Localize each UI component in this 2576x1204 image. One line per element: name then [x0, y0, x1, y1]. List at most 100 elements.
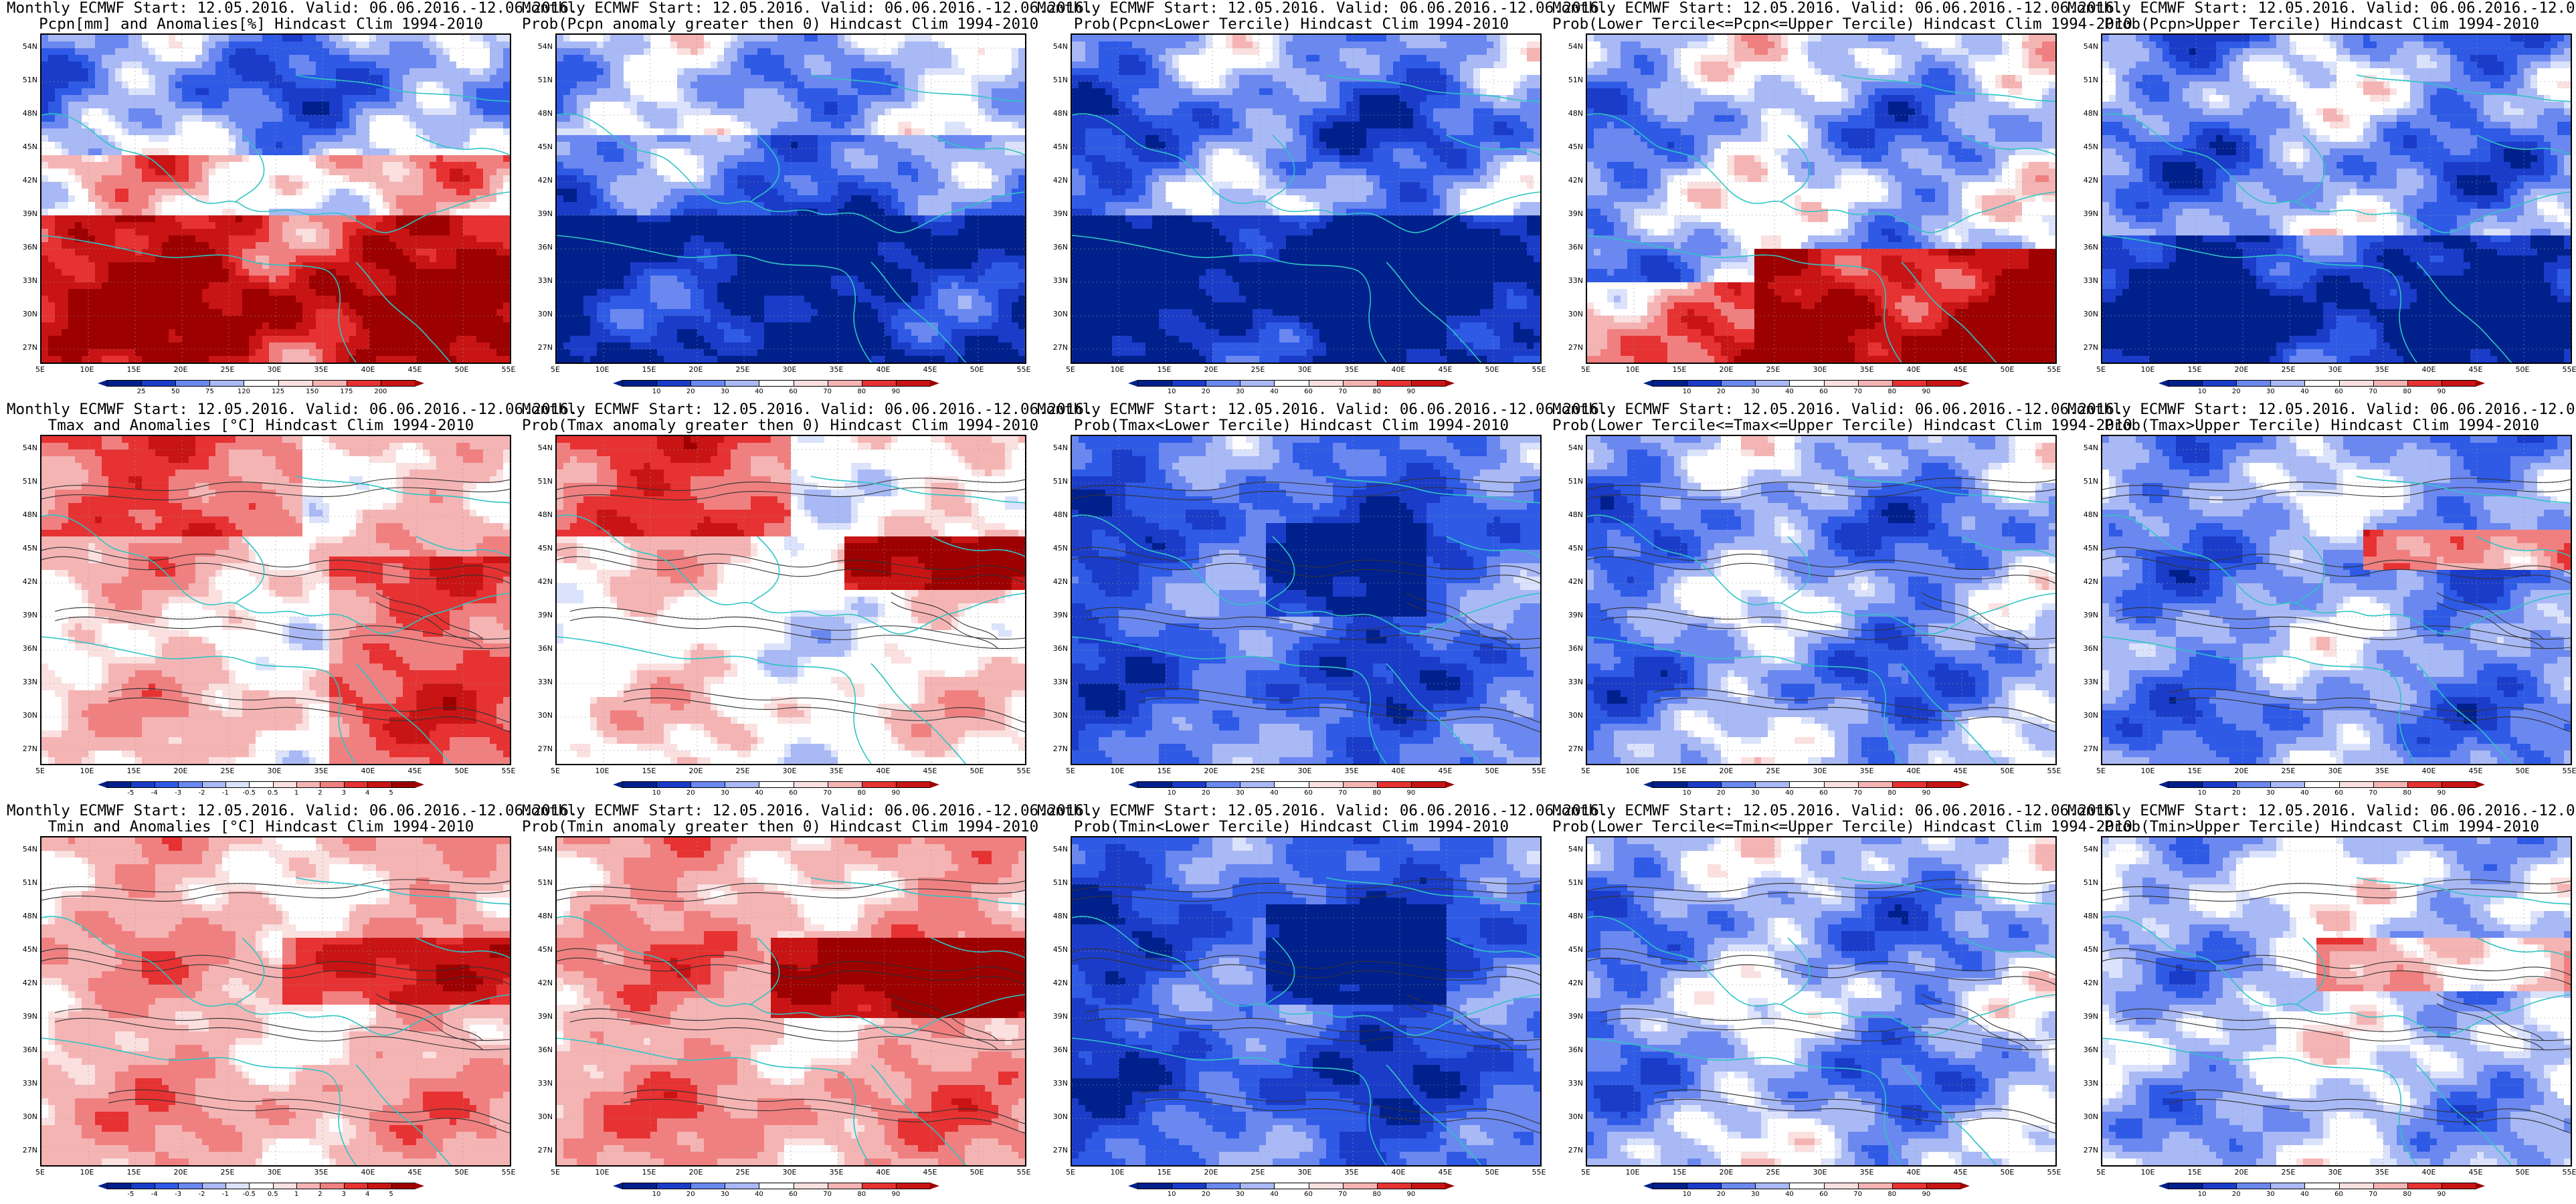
shaded-cell — [851, 229, 858, 235]
shaded-cell — [851, 195, 858, 202]
shaded-cell — [102, 222, 108, 229]
shaded-cell — [450, 122, 456, 128]
shaded-cell — [262, 322, 269, 329]
shaded-cell — [376, 41, 383, 48]
shaded-cell — [249, 135, 256, 142]
shaded-cell — [1005, 75, 1012, 82]
shaded-cell — [1012, 68, 1018, 75]
shaded-cell — [430, 302, 436, 309]
shaded-cell — [945, 182, 951, 189]
shaded-cell — [684, 68, 691, 75]
shaded-cell — [898, 62, 905, 68]
shaded-cell — [858, 189, 864, 195]
colorbar-label: 150 — [302, 388, 323, 395]
shaded-cell — [122, 256, 128, 262]
shaded-cell — [416, 235, 423, 242]
shaded-cell — [416, 296, 423, 302]
shaded-cell — [624, 35, 630, 41]
shaded-cell — [443, 336, 450, 342]
shaded-cell — [476, 356, 483, 363]
shaded-cell — [784, 55, 791, 62]
shaded-cell — [831, 182, 838, 189]
shaded-cell — [483, 175, 490, 182]
shaded-cell — [356, 302, 363, 309]
shaded-cell — [55, 75, 62, 82]
shaded-cell — [88, 336, 95, 342]
shaded-cell — [898, 122, 905, 128]
shaded-cell — [831, 35, 838, 41]
shaded-cell — [1018, 115, 1025, 122]
shaded-cell — [349, 175, 356, 182]
shaded-cell — [349, 356, 356, 363]
shaded-cell — [644, 108, 650, 115]
shaded-cell — [751, 35, 757, 41]
shaded-cell — [657, 235, 664, 242]
shaded-cell — [804, 142, 811, 148]
shaded-cell — [416, 222, 423, 229]
shaded-cell — [503, 322, 510, 329]
shaded-cell — [958, 68, 965, 75]
shaded-cell — [443, 262, 450, 269]
shaded-cell — [757, 202, 764, 209]
shaded-cell — [75, 309, 82, 316]
shaded-cell — [490, 62, 496, 68]
shaded-cell — [309, 68, 316, 75]
shaded-cell — [229, 148, 236, 155]
shaded-cell — [356, 296, 363, 302]
shaded-cell — [670, 122, 677, 128]
shaded-cell — [182, 108, 189, 115]
shaded-cell — [563, 209, 570, 215]
shaded-cell — [289, 48, 296, 55]
shaded-cell — [697, 68, 704, 75]
shaded-cell — [48, 122, 55, 128]
shaded-cell — [470, 302, 476, 309]
shaded-cell — [55, 322, 62, 329]
shaded-cell — [717, 202, 724, 209]
shaded-cell — [242, 68, 249, 75]
shaded-cell — [82, 229, 88, 235]
shaded-cell — [128, 336, 135, 342]
shaded-cell — [624, 169, 630, 175]
shaded-cell — [41, 189, 48, 195]
shaded-cell — [323, 256, 329, 262]
shaded-cell — [784, 148, 791, 155]
colorbar-max-arrow — [415, 380, 424, 387]
shaded-cell — [309, 356, 316, 363]
shaded-cell — [249, 82, 256, 88]
shaded-cell — [369, 282, 376, 289]
shaded-cell — [905, 235, 911, 242]
shaded-cell — [677, 95, 684, 102]
shaded-cell — [289, 209, 296, 215]
shaded-cell — [276, 102, 282, 108]
longitude-label: 50E — [448, 365, 475, 374]
shaded-cell — [115, 282, 122, 289]
shaded-cell — [617, 182, 624, 189]
shaded-cell — [162, 256, 169, 262]
shaded-cell — [409, 182, 416, 189]
shaded-cell — [128, 309, 135, 316]
shaded-cell — [911, 62, 918, 68]
shaded-cell — [898, 68, 905, 75]
shaded-cell — [256, 128, 262, 135]
shaded-cell — [389, 108, 396, 115]
shaded-cell — [945, 175, 951, 182]
shaded-cell — [423, 289, 430, 296]
shaded-cell — [637, 155, 644, 162]
shaded-cell — [316, 155, 323, 162]
shaded-cell — [135, 195, 142, 202]
shaded-cell — [1012, 182, 1018, 189]
shaded-cell — [958, 148, 965, 155]
shaded-cell — [309, 269, 316, 276]
shaded-cell — [483, 115, 490, 122]
shaded-cell — [222, 82, 229, 88]
shaded-cell — [195, 262, 202, 269]
shaded-cell — [737, 115, 744, 122]
shaded-cell — [430, 336, 436, 342]
shaded-cell — [704, 135, 711, 142]
shaded-cell — [691, 95, 697, 102]
shaded-cell — [122, 48, 128, 55]
shaded-cell — [376, 189, 383, 195]
shaded-cell — [724, 148, 731, 155]
shaded-cell — [41, 108, 48, 115]
shaded-cell — [108, 142, 115, 148]
